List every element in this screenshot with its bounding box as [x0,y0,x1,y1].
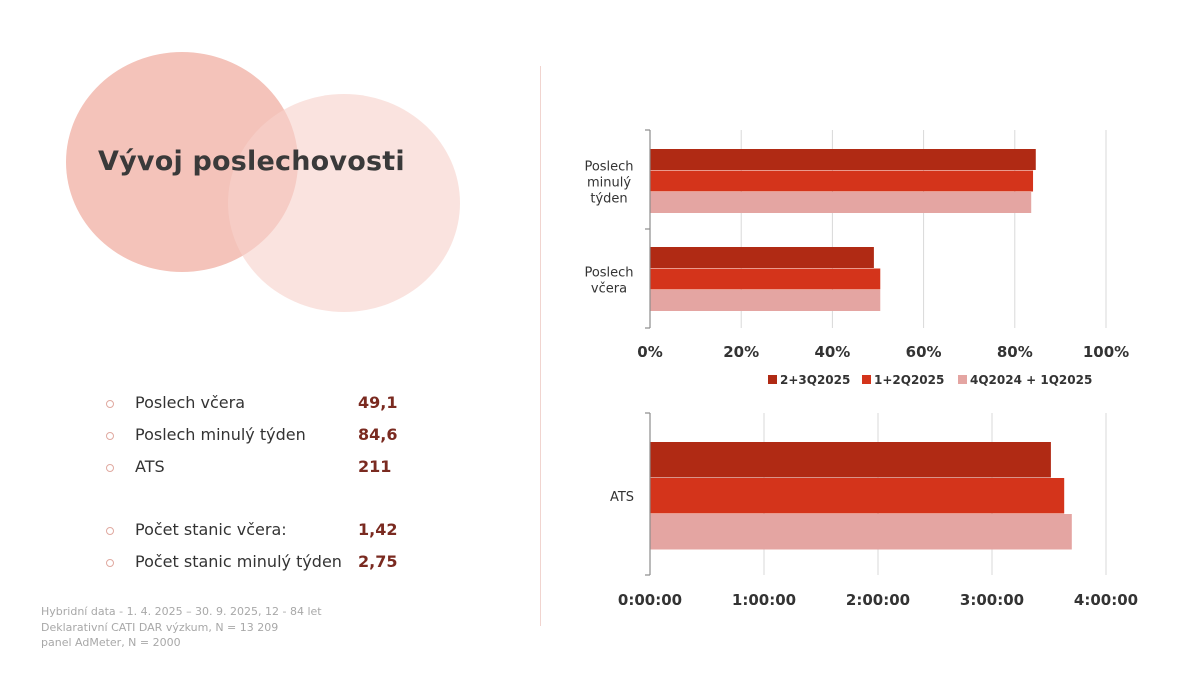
stat-value: 2,75 [358,552,398,571]
bar-2-0 [650,192,1032,213]
legend-label: 1+2Q2025 [874,373,944,387]
x-tick-label: 0% [637,343,662,361]
category-label: Poslech minulý týden [584,159,633,206]
x-tick-label: 2:00:00 [846,591,910,609]
stat-label: Poslech včera [135,393,246,412]
stat-label: ATS [135,457,165,476]
bar-2-0 [650,514,1072,550]
stat-value: 84,6 [358,425,398,444]
x-tick-label: 1:00:00 [732,591,796,609]
bar-1-0 [650,170,1034,192]
legend-swatch [958,375,967,384]
stat-value: 1,42 [358,520,398,539]
stat-label: Počet stanic včera: [135,520,287,539]
category-label: ATS [610,490,634,505]
legend-swatch [768,375,777,384]
bullet-icon [106,527,114,535]
x-tick-label: 100% [1083,343,1129,361]
category-label: Poslech včera [584,265,633,296]
bar-0-0 [650,442,1051,478]
stat-row-poslech-minuly-tyden: Poslech minulý týden 84,6 [106,424,426,448]
stat-row-ats: ATS 211 [106,456,426,480]
decor-circle-secondary [228,94,460,312]
page-title: Vývoj poslechovosti [98,146,405,177]
x-tick-label: 3:00:00 [960,591,1024,609]
footnote-line: panel AdMeter, N = 2000 [41,636,181,649]
footnote-line: Deklarativní CATI DAR výzkum, N = 13 209 [41,620,279,634]
footnote-line: Hybridní data - 1. 4. 2025 – 30. 9. 2025… [41,605,322,618]
legend-label: 2+3Q2025 [780,373,850,387]
x-tick-label: 60% [906,343,942,361]
x-tick-label: 40% [814,343,850,361]
bullet-icon [106,400,114,408]
stat-value: 211 [358,457,392,476]
bullet-icon [106,464,114,472]
x-tick-label: 0:00:00 [618,591,682,609]
bullet-icon [106,559,114,567]
bar-0-1 [650,247,874,268]
bullet-icon [106,432,114,440]
stat-label: Poslech minulý týden [135,425,306,444]
bar-1-0 [650,478,1065,514]
bar-0-0 [650,149,1036,170]
x-tick-label: 4:00:00 [1074,591,1138,609]
legend-swatch [862,375,871,384]
bar-2-1 [650,290,881,311]
legend-label: 4Q2024 + 1Q2025 [970,373,1092,387]
bar-1-1 [650,268,881,290]
stat-value: 49,1 [358,393,398,412]
vertical-divider [540,66,541,626]
stat-label: Počet stanic minulý týden [135,552,342,571]
x-tick-label: 20% [723,343,759,361]
stat-row-pocet-stanic-minuly-tyden: Počet stanic minulý týden 2,75 [106,551,426,575]
x-tick-label: 80% [997,343,1033,361]
footnote: Hybridní data - 1. 4. 2025 – 30. 9. 2025… [41,604,322,651]
stat-row-pocet-stanic-vcera: Počet stanic včera: 1,42 [106,519,426,543]
stat-row-poslech-vcera: Poslech včera 49,1 [106,392,426,416]
